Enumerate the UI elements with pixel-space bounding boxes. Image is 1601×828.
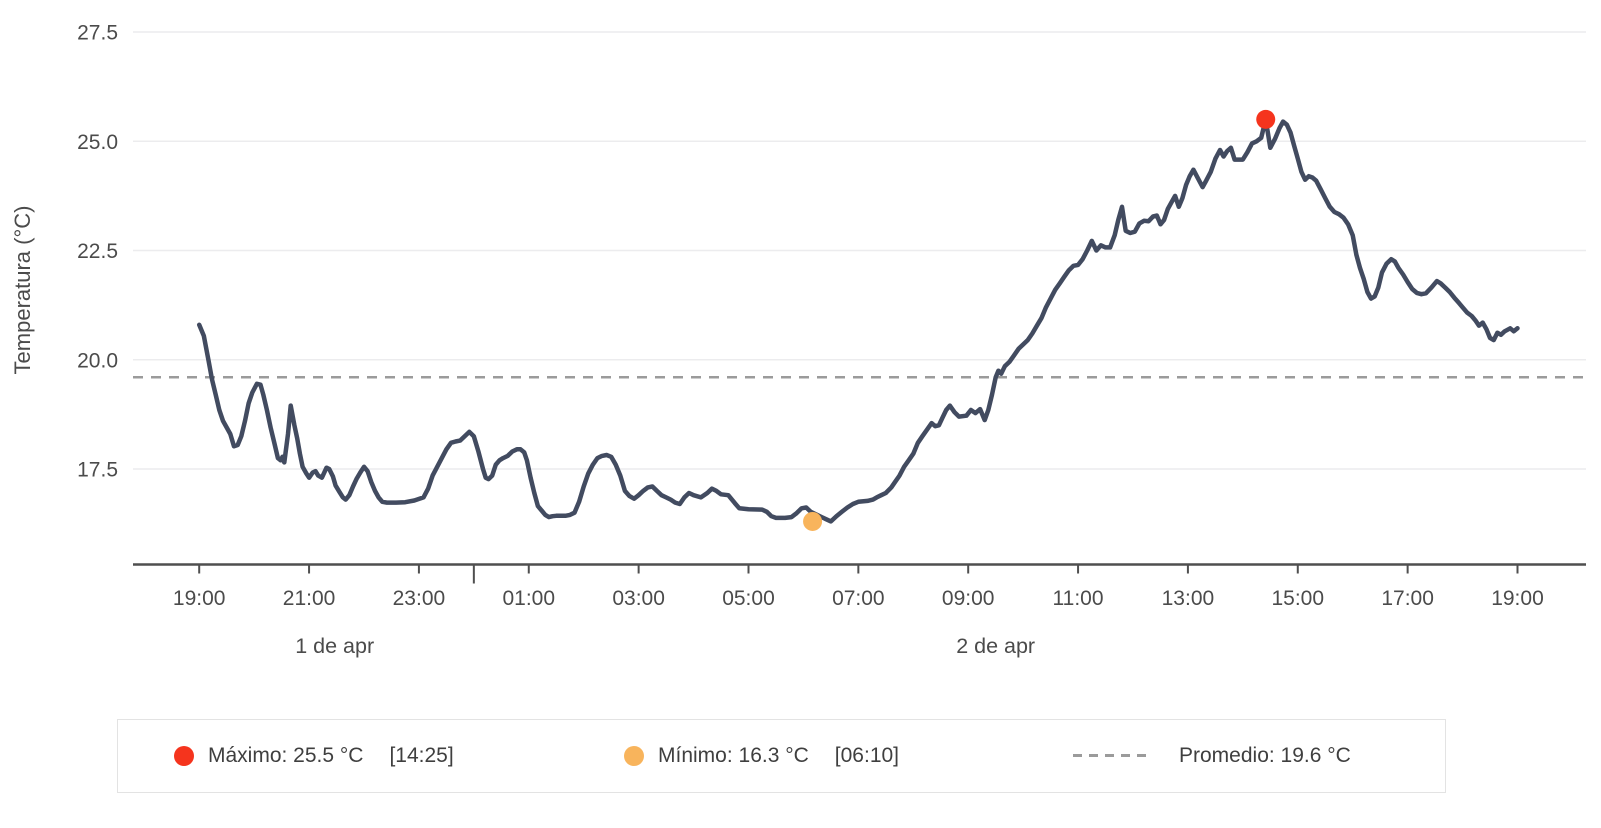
- temperature-line[interactable]: [196, 117, 1520, 524]
- x-tick-label: 07:00: [832, 587, 885, 610]
- min-marker-icon: [624, 745, 644, 766]
- y-tick-label: 25.0: [77, 131, 118, 154]
- chart-canvas[interactable]: 17.5 20.0 22.5 25.0 27.5 19:00 21:00 23:00 01:00…: [0, 0, 1601, 700]
- x-tick-label: 13:00: [1162, 587, 1215, 610]
- day-label: 2 de apr: [956, 634, 1035, 658]
- x-tick-label: 19:00: [173, 587, 226, 610]
- y-tick-label: 27.5: [77, 22, 118, 45]
- x-tick-label: 05:00: [722, 587, 775, 610]
- x-tick-label: 11:00: [1053, 587, 1104, 610]
- legend-maximo-label: Máximo: 25.5 °C: [208, 743, 364, 767]
- chart-legend: Máximo: 25.5 °C [14:25] Mínimo: 16.3 °C …: [117, 719, 1446, 793]
- day-label: 1 de apr: [295, 634, 374, 658]
- legend-item-minimo[interactable]: Mínimo: 16.3 °C [06:10]: [624, 720, 899, 791]
- x-tick-label: 01:00: [502, 587, 555, 610]
- average-dash-icon: [1073, 754, 1153, 757]
- y-tick-label: 22.5: [77, 240, 118, 263]
- legend-item-maximo[interactable]: Máximo: 25.5 °C [14:25]: [174, 720, 454, 791]
- legend-minimo-time: [06:10]: [834, 743, 900, 767]
- legend-minimo-label: Mínimo: 16.3 °C: [658, 743, 809, 767]
- x-tick-label: 17:00: [1381, 587, 1434, 610]
- y-axis-title: Temperatura (°C): [10, 206, 35, 375]
- max-marker-icon: [174, 745, 194, 766]
- x-tick-label: 09:00: [942, 587, 995, 610]
- legend-maximo-time: [14:25]: [389, 743, 454, 767]
- x-tick-label: 23:00: [393, 587, 446, 610]
- max-marker[interactable]: [1256, 109, 1276, 129]
- x-tick-label: 03:00: [612, 587, 665, 610]
- y-tick-label: 17.5: [77, 459, 118, 482]
- x-tick-label: 15:00: [1271, 587, 1324, 610]
- y-tick-label: 20.0: [77, 349, 118, 372]
- min-marker[interactable]: [803, 511, 823, 531]
- legend-promedio-label: Promedio: 19.6 °C: [1179, 743, 1351, 767]
- x-tick-label: 19:00: [1491, 587, 1544, 610]
- legend-item-promedio[interactable]: Promedio: 19.6 °C: [1073, 720, 1351, 791]
- x-tick-label: 21:00: [283, 587, 336, 610]
